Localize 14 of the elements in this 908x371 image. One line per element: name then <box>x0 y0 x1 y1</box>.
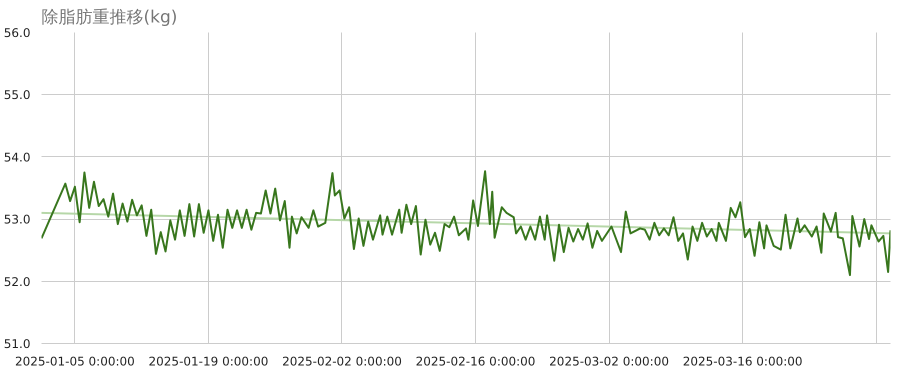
x-tick-label: 2025-01-19 0:00:00 <box>148 354 268 368</box>
x-tick-label: 2025-03-16 0:00:00 <box>682 354 803 368</box>
x-tick-label: 2025-01-05 0:00:00 <box>14 354 135 368</box>
x-tick-label: 2025-02-16 0:00:00 <box>416 354 536 368</box>
chart-title: 除脂肪重推移(kg) <box>42 8 178 28</box>
y-tick-label: 51.0 <box>4 337 30 351</box>
y-tick-label: 55.0 <box>4 88 30 102</box>
y-tick-label: 54.0 <box>4 150 30 164</box>
x-tick-label: 2025-03-02 0:00:00 <box>549 354 669 368</box>
y-tick-label: 56.0 <box>4 26 30 40</box>
y-tick-label: 53.0 <box>4 212 30 227</box>
x-tick-label: 2025-02-02 0:00:00 <box>282 354 402 368</box>
y-tick-label: 52.0 <box>4 274 30 289</box>
line-series <box>42 170 890 276</box>
